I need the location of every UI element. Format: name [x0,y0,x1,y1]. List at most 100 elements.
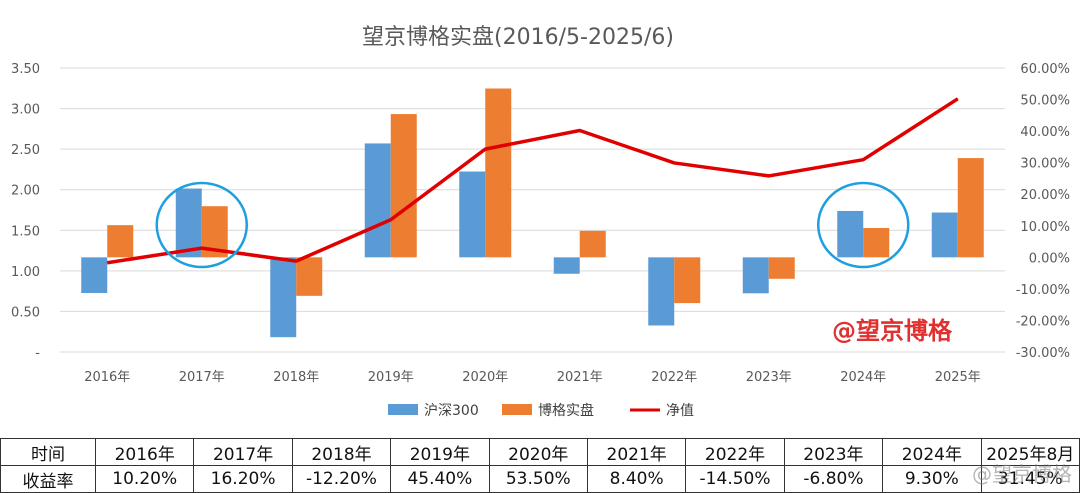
left-tick-label: 2.00 [11,184,40,199]
net-value-point-5 [579,129,581,131]
bar-hs300-3 [364,143,391,258]
bar-bogle-3 [390,114,417,258]
right-tick-label: 10.00% [1020,220,1070,235]
right-tick-label: 20.00% [1020,188,1070,203]
x-tick-label: 2017年 [179,370,225,385]
net-value-point-9 [957,98,959,100]
table-year-cell: 2019年 [390,438,490,466]
returns-table: 时间 2016年 2017年 2018年 2019年 2020年 2021年 2022年 20… [0,438,1080,493]
table-year-cell: 2023年 [783,438,884,466]
left-tick-label: 1.00 [11,265,40,280]
x-axis-ticks: 2016年 2017年 2018年 2019年 2020年 2021年 2022年 2023年… [84,370,981,385]
x-tick-label: 2024年 [840,370,886,385]
net-value-point-7 [768,175,770,177]
right-tick-label: -10.00% [1016,283,1070,298]
net-value-point-6 [673,162,675,164]
left-tick-label: 0.50 [11,305,40,320]
table-year-cell: 2017年 [193,438,293,466]
net-value-point-8 [862,159,864,161]
net-value-point-4 [484,148,486,150]
chart-title: 望京博格实盘(2016/5-2025/6) [362,25,674,50]
bar-bogle-0 [107,225,134,258]
x-tick-label: 2018年 [273,370,319,385]
bar-hs300-6 [648,257,675,326]
highlight-circle [155,181,248,269]
bar-bogle-5 [579,230,606,258]
corner-watermark: @望京博格 [972,462,1072,486]
table-return-cell: 53.50% [488,465,588,493]
bar-bogle-9 [957,158,984,258]
left-tick-label: 1.50 [11,224,40,239]
net-value-line [106,97,959,265]
table-year-cell: 2022年 [685,438,785,466]
net-value-point-1 [201,247,203,249]
chart: 望京博格实盘(2016/5-2025/6) 3.50 3.00 2.50 2.00 1.… [11,25,1070,419]
legend-swatch [502,404,532,415]
table-header-row: 时间 2016年 2017年 2018年 2019年 2020年 2021年 2022年 20… [0,438,1080,466]
bar-bogle-2 [296,257,323,296]
table-return-cell: 8.40% [586,465,687,493]
table-return-cell: 9.30% [882,465,982,493]
x-tick-label: 2022年 [651,370,697,385]
bar-bogle-4 [485,88,512,258]
net-value-polyline [106,97,959,265]
right-tick-label: 40.00% [1020,125,1070,140]
legend-swatch [388,404,418,415]
left-tick-label: 3.00 [11,103,40,118]
table-return-cell: 45.40% [390,465,490,493]
bar-hs300-2 [270,257,297,338]
left-axis-ticks: 3.50 3.00 2.50 2.00 1.50 1.00 0.50 - [11,62,40,361]
table-year-cell: 2021年 [586,438,687,466]
table-return-cell: -12.20% [291,465,392,493]
table-year-cell: 2025年8月 [980,438,1080,466]
right-tick-label: 0.00% [1029,251,1070,266]
legend: 沪深300 博格实盘 净值 [388,402,694,419]
right-tick-label: 60.00% [1020,62,1070,77]
x-tick-label: 2016年 [84,370,130,385]
table-return-cell: 31.45% [980,465,1080,493]
bar-hs300-8 [837,210,864,258]
right-tick-label: 50.00% [1020,94,1070,109]
table-year-cell: 2016年 [94,438,195,466]
chart-watermark: @望京博格 [832,317,953,345]
x-tick-label: 2020年 [462,370,508,385]
table-returns-row: 收益率 10.20% 16.20% -12.20% 45.40% 53.50% 8.40%… [0,465,1080,493]
bar-hs300-4 [459,171,486,258]
right-tick-label: 30.00% [1020,157,1070,172]
table-header-label: 时间 [0,438,96,466]
net-value-point-0 [106,262,108,264]
legend-label: 净值 [666,403,694,419]
legend-label: 博格实盘 [538,402,594,419]
table-row-label: 收益率 [0,465,96,493]
bar-hs300-0 [81,257,108,293]
right-tick-label: -20.00% [1016,314,1070,329]
table-return-cell: -6.80% [783,465,884,493]
right-axis-ticks: 60.00% 50.00% 40.00% 30.00% 20.00% 10.00% 0.00… [1016,62,1070,361]
table-return-cell: 10.20% [94,465,195,493]
bar-hs300-5 [553,257,580,274]
table-year-cell: 2018年 [291,438,392,466]
table-year-cell: 2024年 [882,438,982,466]
x-tick-label: 2023年 [746,370,792,385]
x-tick-label: 2025年 [935,370,981,385]
x-tick-label: 2021年 [557,370,603,385]
legend-label: 沪深300 [424,403,479,419]
bar-bogle-8 [863,227,890,258]
left-tick-label: - [35,346,40,361]
table-year-cell: 2020年 [488,438,588,466]
net-value-point-2 [295,260,297,262]
left-tick-label: 2.50 [11,143,40,158]
bars [81,88,984,338]
x-tick-label: 2019年 [368,370,414,385]
left-tick-label: 3.50 [11,62,40,77]
right-tick-label: -30.00% [1016,346,1070,361]
bar-hs300-9 [931,212,958,258]
bar-bogle-7 [768,257,795,279]
table-return-cell: 16.20% [193,465,293,493]
bar-hs300-1 [175,188,202,258]
net-value-point-3 [390,219,392,221]
bar-hs300-7 [742,257,769,294]
highlight-circles [155,181,910,269]
bar-bogle-6 [674,257,701,304]
highlight-circle [817,181,910,269]
